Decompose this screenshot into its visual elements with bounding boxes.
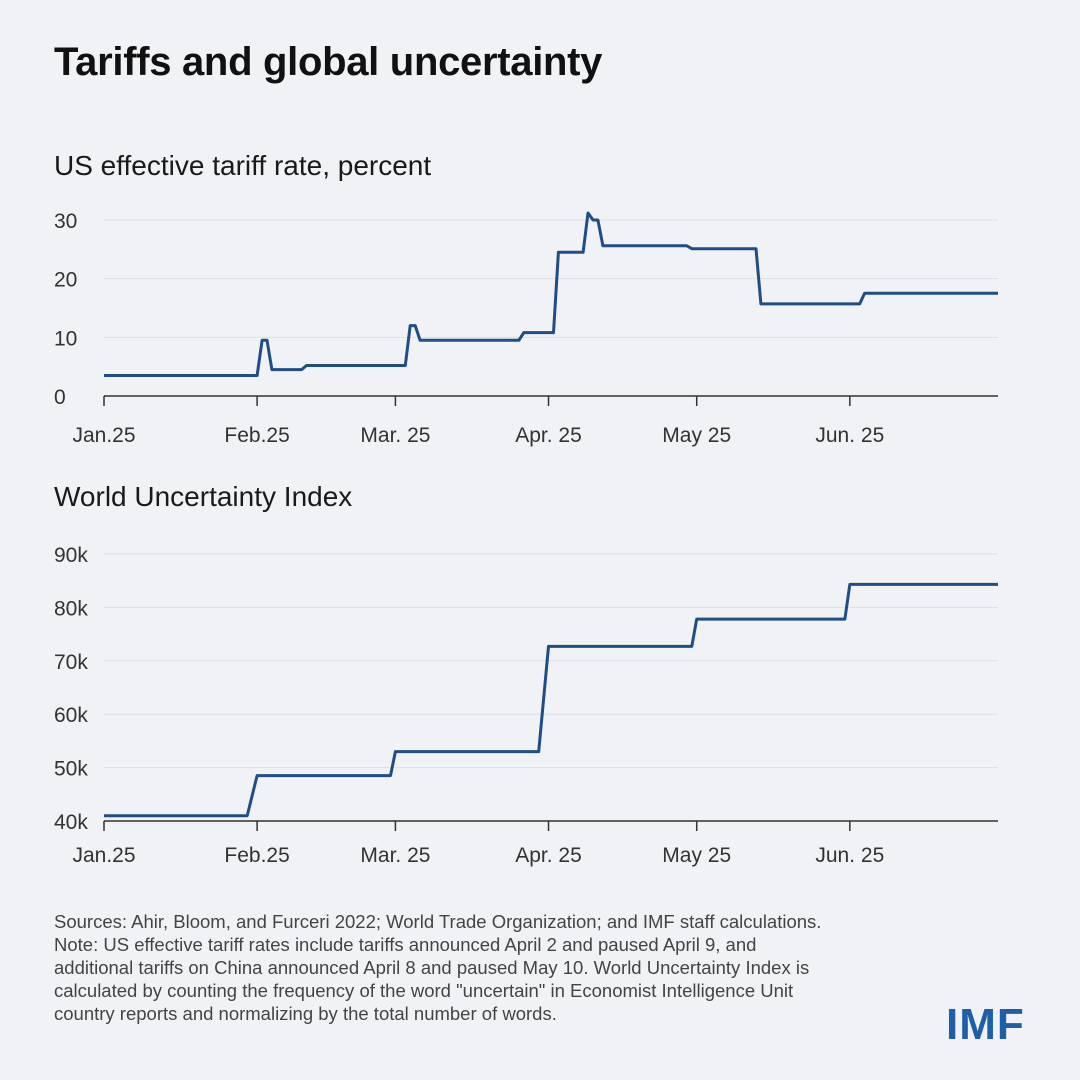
x-tick-label: Jan.25	[72, 844, 135, 867]
x-tick-label: Mar. 25	[360, 844, 430, 867]
uncertainty-chart-title: World Uncertainty Index	[54, 481, 353, 512]
series-line	[104, 582, 998, 818]
y-tick-label: 50k	[54, 758, 88, 781]
y-tick-label: 30	[54, 210, 77, 233]
y-tick-label: 60k	[54, 704, 88, 727]
page-title: Tariffs and global uncertainty	[54, 40, 603, 84]
imf-logo: IMF	[946, 1000, 1025, 1049]
x-tick-label: Feb.25	[224, 424, 289, 447]
tariff-rate-chart: 0 10 20 30 Jan.25 Feb.25 Mar. 25 Apr. 25 May 25 J…	[54, 210, 998, 447]
y-tick-label: 40k	[54, 811, 88, 834]
x-tick-label: May 25	[662, 424, 731, 447]
notes-line: Sources: Ahir, Bloom, and Furceri 2022; …	[54, 911, 822, 932]
y-tick-label: 70k	[54, 651, 88, 674]
y-tick-label: 90k	[54, 544, 88, 567]
y-tick-label: 10	[54, 327, 77, 350]
source-notes: Sources: Ahir, Bloom, and Furceri 2022; …	[54, 910, 934, 1025]
x-tick-label: Feb.25	[224, 844, 289, 867]
series-line	[104, 211, 998, 377]
x-tick-label: May 25	[662, 844, 731, 867]
x-tick-label: Jun. 25	[815, 844, 884, 867]
tariff-chart-title: US effective tariff rate, percent	[54, 150, 432, 181]
notes-line: calculated by counting the frequency of …	[54, 980, 794, 1001]
x-tick-label: Mar. 25	[360, 424, 430, 447]
x-tick-label: Jun. 25	[815, 424, 884, 447]
uncertainty-index-chart: 40k 50k 60k 70k 80k 90k Jan.25 Feb.25 Mar. 25 Apr…	[54, 544, 998, 867]
notes-line: additional tariffs on China announced Ap…	[54, 957, 810, 978]
x-tick-label: Apr. 25	[515, 424, 582, 447]
notes-line: country reports and normalizing by the t…	[54, 1003, 557, 1024]
y-tick-label: 80k	[54, 597, 88, 620]
y-tick-label: 0	[54, 386, 66, 409]
y-tick-label: 20	[54, 269, 77, 292]
x-tick-label: Apr. 25	[515, 844, 582, 867]
x-tick-label: Jan.25	[72, 424, 135, 447]
notes-line: Note: US effective tariff rates include …	[54, 934, 757, 955]
